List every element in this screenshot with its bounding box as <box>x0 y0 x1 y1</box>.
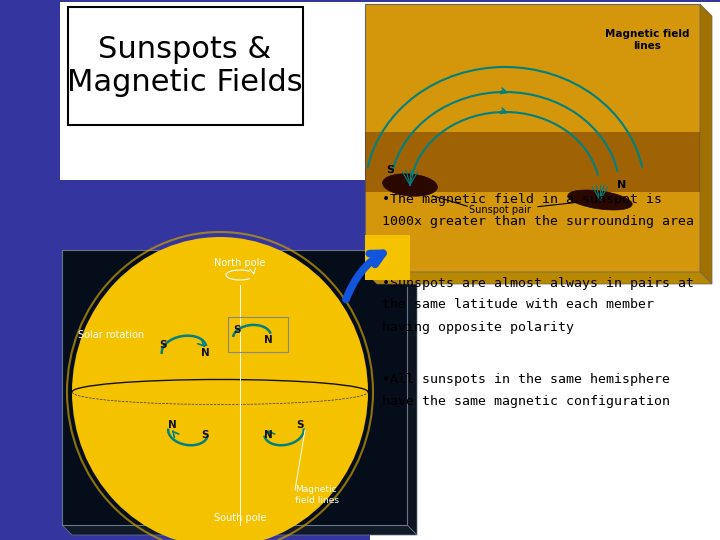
Text: South pole: South pole <box>214 513 266 523</box>
Text: Sunspot pair: Sunspot pair <box>469 205 531 215</box>
Polygon shape <box>700 4 712 284</box>
Text: S: S <box>386 165 394 175</box>
Text: N: N <box>264 430 272 440</box>
Text: Solar rotation: Solar rotation <box>78 330 144 340</box>
Ellipse shape <box>568 190 632 210</box>
Bar <box>62 250 407 525</box>
Polygon shape <box>407 250 417 535</box>
Bar <box>365 132 700 192</box>
Ellipse shape <box>382 174 438 196</box>
Ellipse shape <box>72 237 368 540</box>
Bar <box>370 170 720 540</box>
Text: N: N <box>264 335 272 345</box>
Text: S: S <box>233 325 240 335</box>
Bar <box>60 2 720 180</box>
Text: S: S <box>159 340 167 350</box>
Text: S: S <box>202 430 209 440</box>
Text: •The magnetic field in a sunspot is
1000x greater than the surrounding area: •The magnetic field in a sunspot is 1000… <box>382 192 694 227</box>
Text: •All sunspots in the same hemisphere
have the same magnetic configuration: •All sunspots in the same hemisphere hav… <box>382 373 670 408</box>
Text: N: N <box>168 420 176 430</box>
Text: Magnetic
field lines: Magnetic field lines <box>295 485 339 505</box>
Polygon shape <box>365 272 712 284</box>
Text: Sunspots &
Magnetic Fields: Sunspots & Magnetic Fields <box>67 35 303 97</box>
Bar <box>365 235 410 280</box>
Bar <box>365 4 700 272</box>
Text: •Sunspots are almost always in pairs at
the same latitude with each member
havin: •Sunspots are almost always in pairs at … <box>382 276 694 334</box>
FancyBboxPatch shape <box>68 7 303 125</box>
Text: N: N <box>617 180 626 190</box>
Text: Magnetic field
lines: Magnetic field lines <box>605 29 689 51</box>
Text: N: N <box>201 348 210 358</box>
Polygon shape <box>62 525 417 535</box>
Text: North pole: North pole <box>215 258 266 268</box>
Bar <box>228 317 288 352</box>
Text: S: S <box>296 420 304 430</box>
